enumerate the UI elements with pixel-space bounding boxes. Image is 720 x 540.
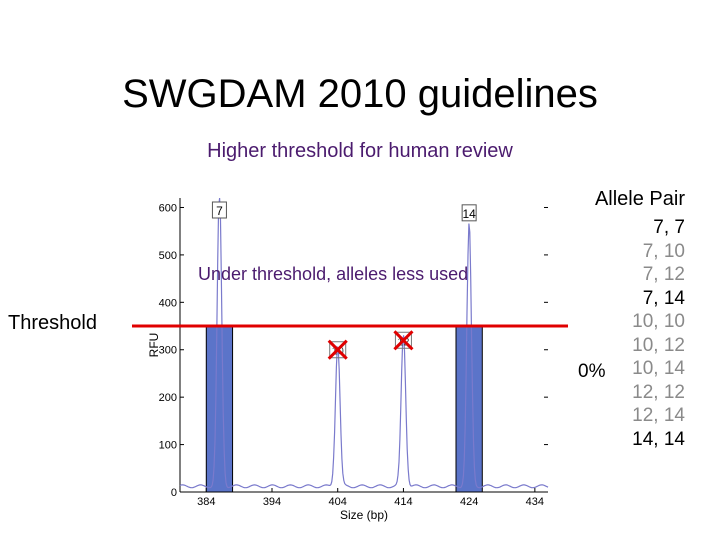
allele-pair-item: 7, 10 [642,240,685,262]
allele-pair-list: 7, 7 7, 10 7, 12 7, 14 10, 10 10, 12 10, 14 12,… [632,216,685,451]
allele-pair-item: 7, 12 [642,264,685,285]
y-axis-label: RFU [147,333,161,358]
slide-title: SWGDAM 2010 guidelines [122,72,598,116]
peak-label-box [211,201,227,219]
under-threshold-label: Under threshold, alleles less used [198,264,469,284]
y-tick-label: 600 [159,202,177,214]
x-tick-label: 434 [526,496,544,508]
allele-pair-item: 12, 14 [632,405,685,426]
x-tick-label: 424 [460,496,478,508]
peak-label-box [329,341,347,359]
excluded-x-mark [393,330,414,351]
allele-pair-item: 10, 10 [632,311,685,332]
allele-pair-item: 10, 14 [632,358,685,379]
threshold-bar [455,325,483,493]
x-tick-label: 414 [394,496,412,508]
peak-label-box [394,331,412,349]
allele-pair-item: 10, 12 [632,334,685,356]
slide-subtitle: Higher threshold for human review [207,140,513,162]
y-tick-label: 100 [159,440,177,452]
y-tick-label: 300 [159,345,177,357]
x-tick-label: 394 [263,496,281,508]
y-tick-label: 200 [159,392,177,404]
excluded-x-mark [327,339,348,360]
x-axis-label: Size (bp) [340,508,388,522]
allele-pair-item: 7, 14 [642,287,685,309]
peak-label: 14 [462,207,476,221]
peak-label-box [461,204,477,222]
x-tick-label: 384 [197,496,215,508]
allele-pair-item: 7, 7 [653,217,685,238]
threshold-bar [205,325,234,493]
trace-line [179,197,549,489]
x-tick-label: 404 [329,496,347,508]
y-tick-label: 500 [159,250,177,262]
threshold-label: Threshold [8,312,97,334]
allele-pair-item: 14, 14 [632,428,685,450]
percent-label: 0% [578,361,606,382]
allele-pair-item: 12, 12 [632,381,685,403]
y-tick-label: 400 [159,297,177,309]
y-tick-label: 0 [171,487,177,499]
peak-label: 7 [216,204,223,218]
allele-pair-header: Allele Pair [594,188,685,210]
